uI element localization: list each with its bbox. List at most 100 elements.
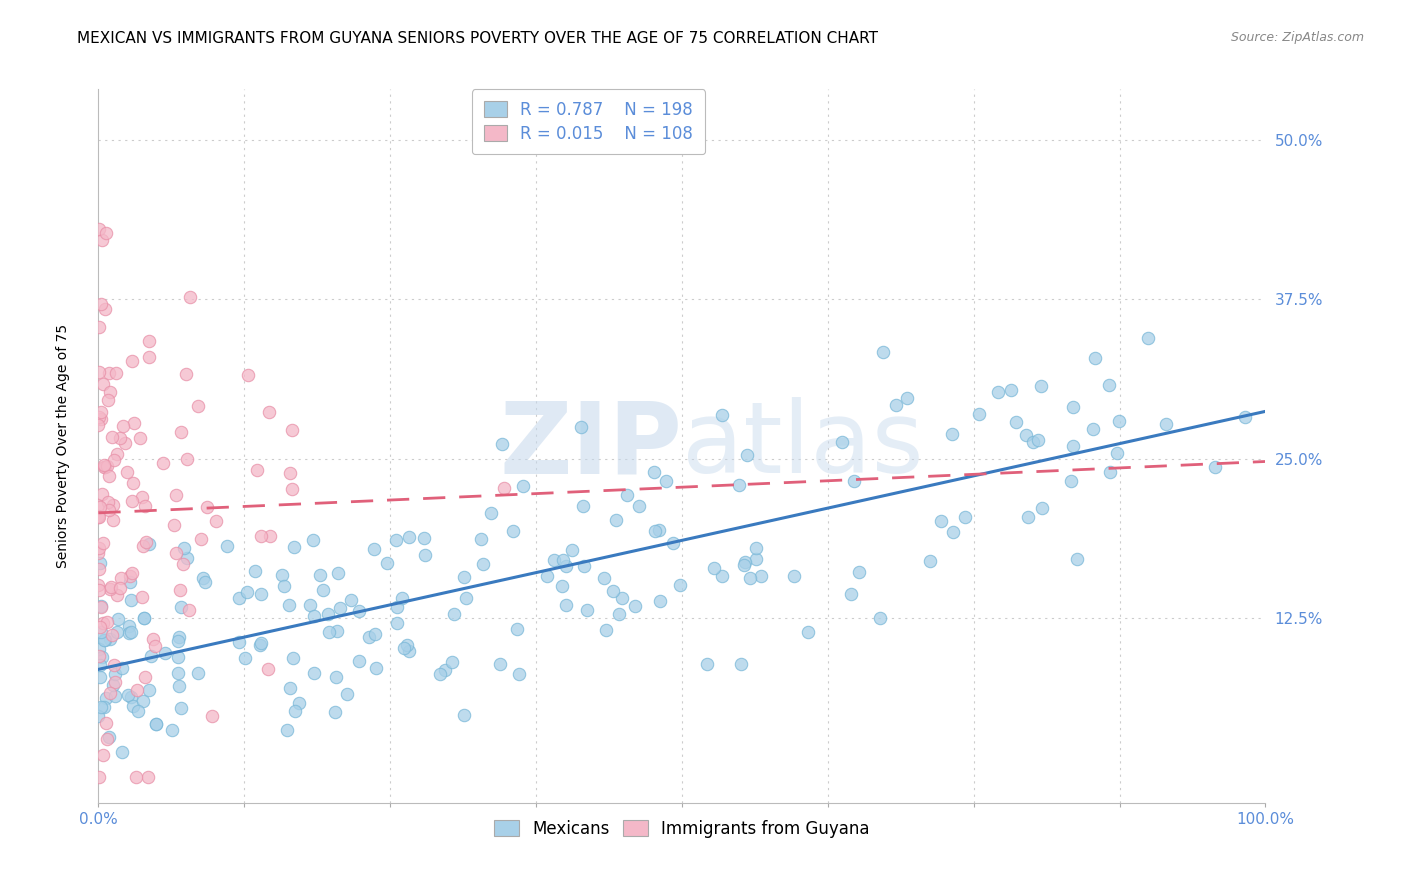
Legend: Mexicans, Immigrants from Guyana: Mexicans, Immigrants from Guyana	[488, 814, 876, 845]
Point	[662, 536, 685, 550]
Point	[696, 657, 718, 671]
Point	[325, 669, 347, 683]
Point	[89, 649, 111, 664]
Point	[243, 564, 266, 578]
Point	[120, 593, 142, 607]
Point	[121, 494, 143, 508]
Point	[90, 625, 112, 640]
Point	[595, 623, 617, 637]
Point	[90, 699, 112, 714]
Point	[120, 690, 142, 705]
Point	[100, 580, 122, 594]
Point	[869, 610, 891, 624]
Point	[250, 636, 273, 650]
Point	[454, 591, 477, 606]
Point	[551, 579, 574, 593]
Point	[385, 616, 408, 631]
Point	[152, 456, 174, 470]
Point	[87, 498, 110, 512]
Point	[90, 405, 112, 419]
Point	[1099, 465, 1122, 479]
Point	[316, 607, 339, 621]
Point	[280, 681, 302, 696]
Point	[257, 405, 280, 419]
Point	[347, 654, 370, 668]
Point	[238, 368, 260, 382]
Point	[479, 506, 502, 520]
Point	[602, 583, 624, 598]
Point	[167, 665, 190, 680]
Point	[103, 658, 125, 673]
Point	[1066, 552, 1088, 566]
Point	[89, 620, 111, 634]
Point	[616, 487, 638, 501]
Point	[90, 600, 112, 615]
Point	[104, 366, 127, 380]
Text: atlas: atlas	[682, 398, 924, 494]
Point	[249, 638, 271, 652]
Point	[648, 594, 671, 608]
Point	[105, 589, 128, 603]
Point	[97, 494, 120, 508]
Point	[491, 436, 513, 450]
Point	[494, 481, 516, 495]
Point	[176, 452, 198, 467]
Point	[730, 657, 752, 672]
Point	[1204, 460, 1226, 475]
Point	[1234, 409, 1257, 424]
Point	[170, 600, 193, 615]
Point	[347, 604, 370, 618]
Point	[1000, 383, 1022, 397]
Point	[165, 488, 187, 502]
Point	[117, 465, 139, 479]
Point	[101, 498, 124, 512]
Point	[179, 290, 201, 304]
Point	[120, 625, 142, 640]
Point	[1084, 351, 1107, 365]
Point	[105, 447, 128, 461]
Point	[1026, 433, 1049, 447]
Point	[108, 582, 131, 596]
Text: ZIP: ZIP	[499, 398, 682, 494]
Point	[94, 459, 117, 474]
Point	[325, 706, 347, 720]
Point	[93, 700, 115, 714]
Point	[110, 571, 132, 585]
Point	[783, 568, 806, 582]
Point	[740, 571, 762, 585]
Point	[941, 525, 963, 540]
Point	[228, 634, 250, 648]
Point	[89, 541, 111, 555]
Point	[96, 690, 118, 705]
Point	[176, 368, 198, 382]
Point	[896, 392, 918, 406]
Point	[987, 385, 1010, 400]
Point	[121, 354, 143, 368]
Point	[138, 334, 160, 348]
Text: MEXICAN VS IMMIGRANTS FROM GUYANA SENIORS POVERTY OVER THE AGE OF 75 CORRELATION: MEXICAN VS IMMIGRANTS FROM GUYANA SENIOR…	[77, 31, 879, 46]
Point	[396, 638, 419, 652]
Point	[304, 608, 326, 623]
Point	[87, 418, 110, 433]
Point	[844, 474, 866, 488]
Point	[96, 731, 118, 746]
Point	[543, 552, 565, 566]
Point	[89, 670, 111, 684]
Point	[318, 624, 340, 639]
Point	[340, 592, 363, 607]
Text: Seniors Poverty Over the Age of 75: Seniors Poverty Over the Age of 75	[56, 324, 70, 568]
Point	[176, 551, 198, 566]
Point	[336, 687, 359, 701]
Point	[392, 641, 415, 656]
Point	[87, 708, 110, 723]
Point	[187, 665, 209, 680]
Point	[138, 350, 160, 364]
Point	[93, 458, 115, 472]
Point	[104, 675, 127, 690]
Point	[91, 615, 114, 630]
Point	[553, 553, 575, 567]
Point	[101, 429, 124, 443]
Point	[284, 704, 307, 718]
Point	[90, 599, 112, 614]
Point	[228, 591, 250, 605]
